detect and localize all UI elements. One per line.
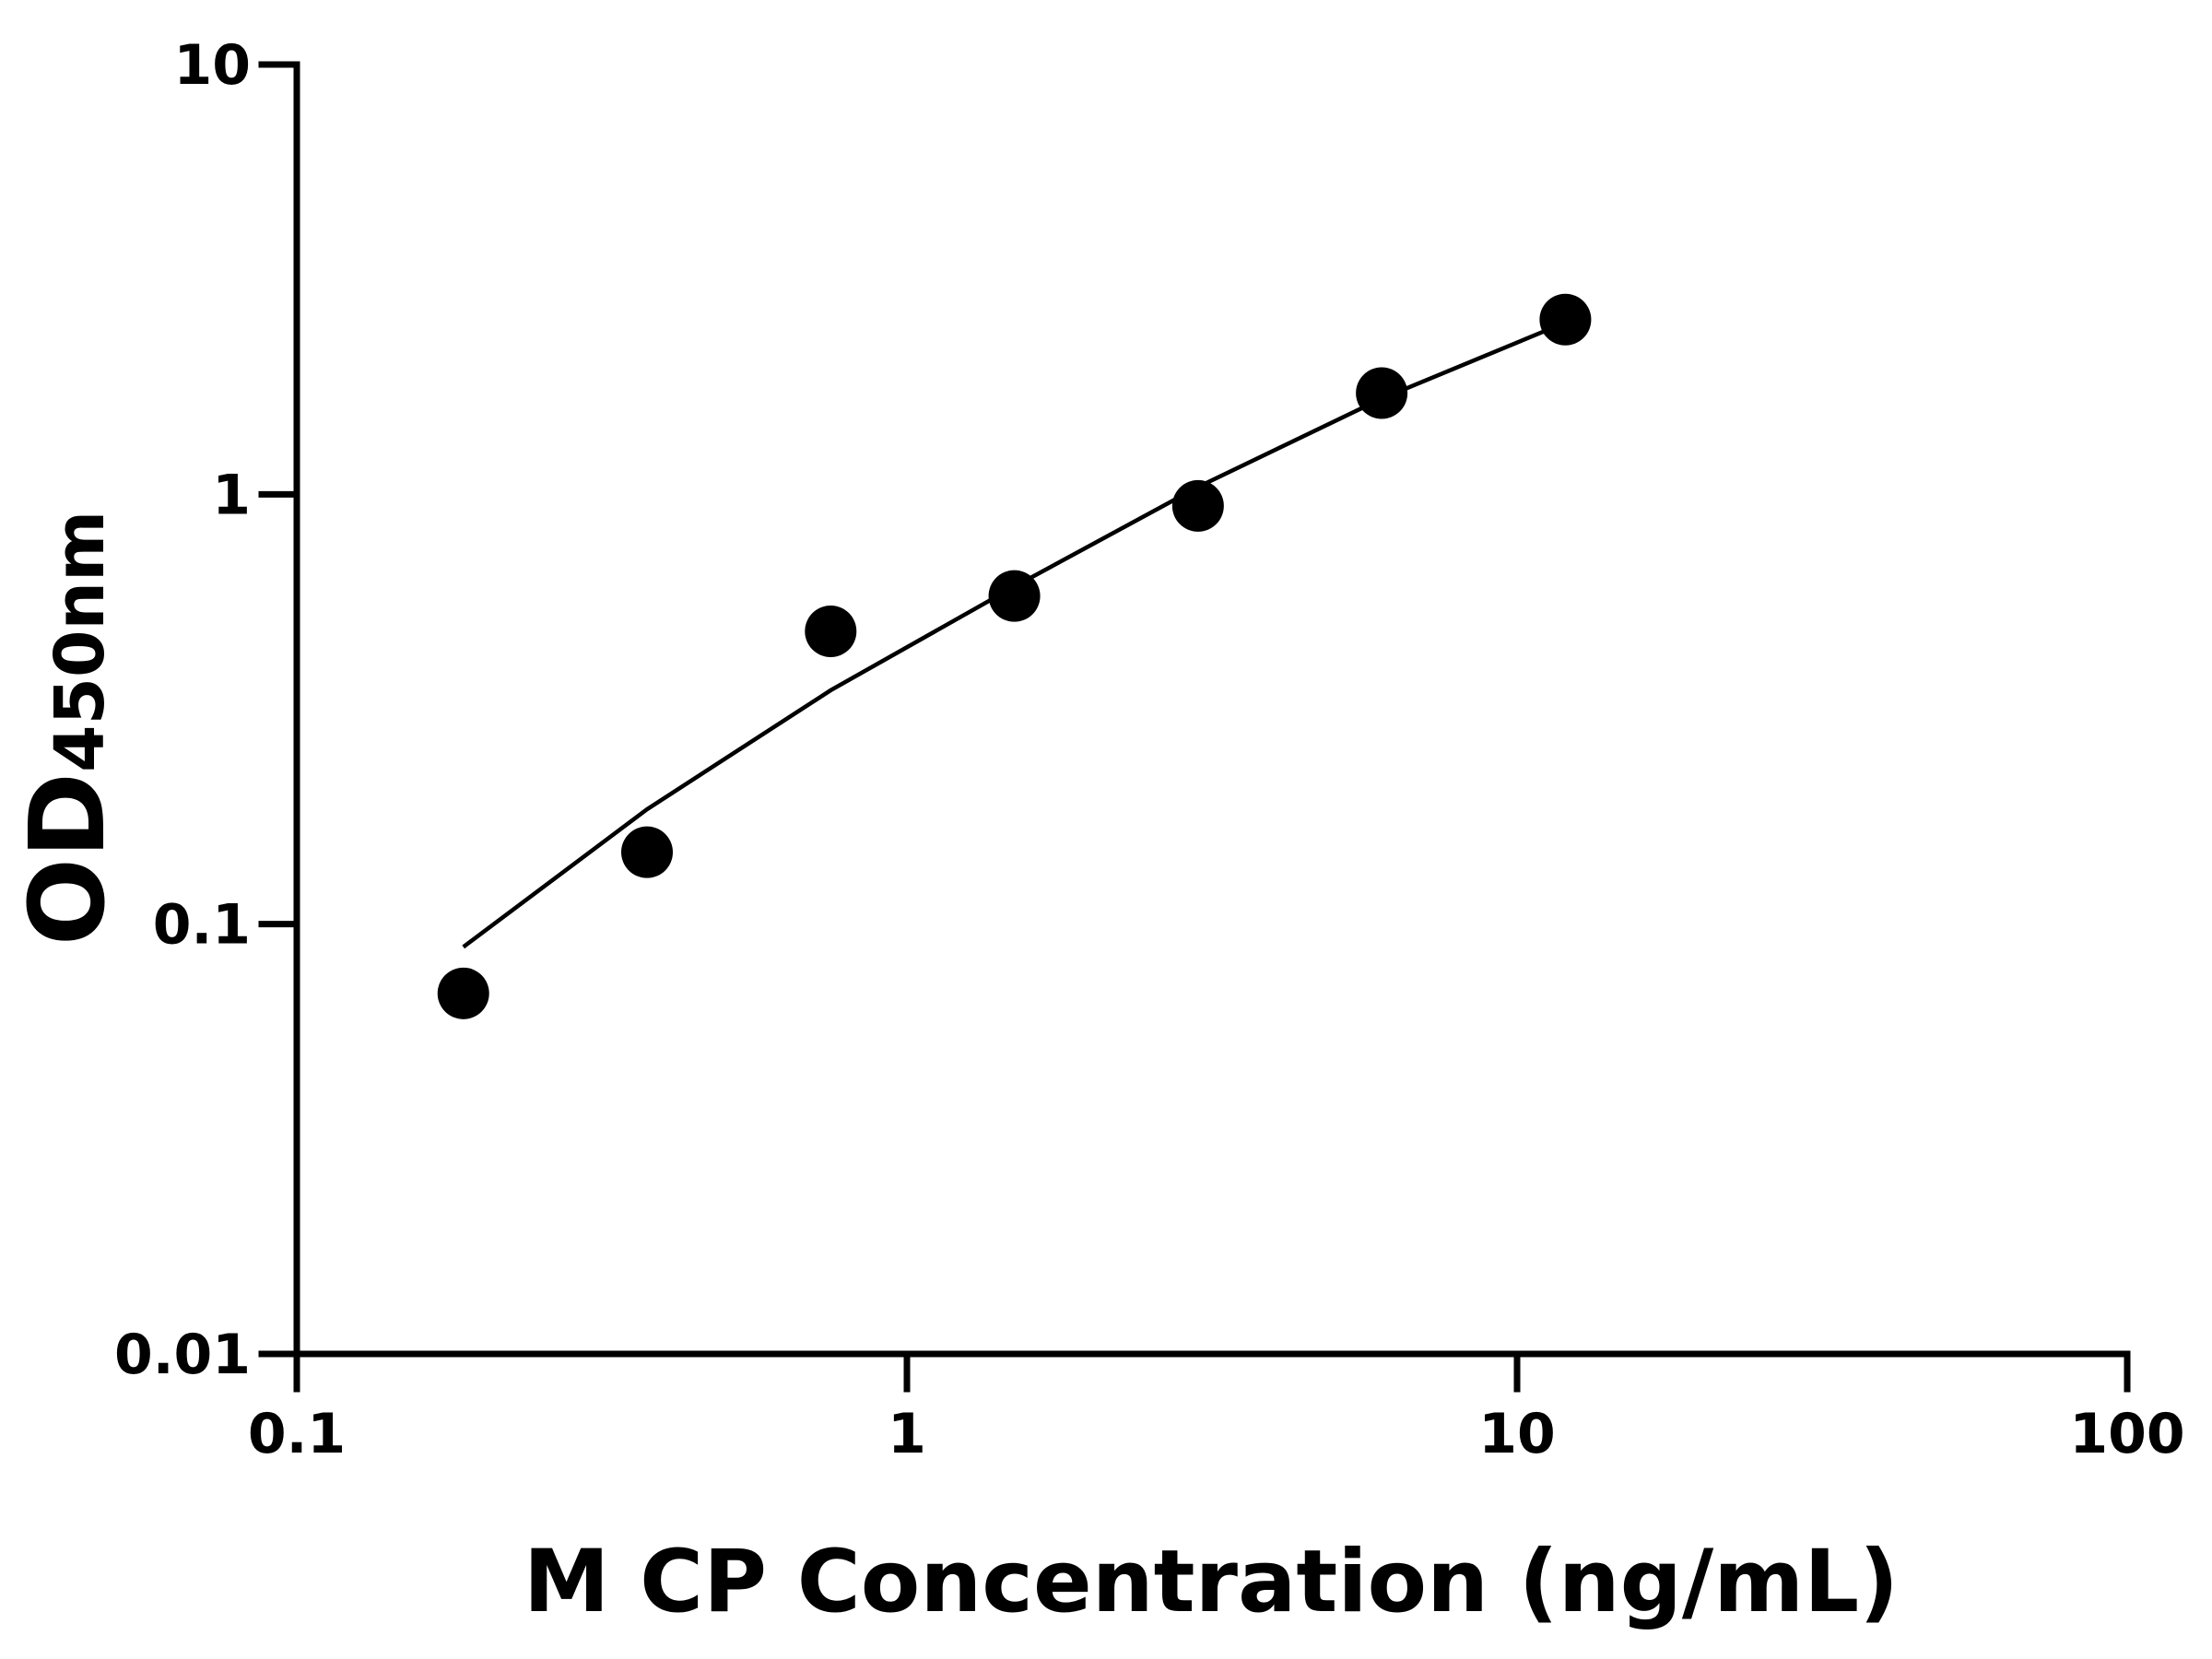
y-axis-label: OD450nm <box>8 511 128 946</box>
y-tick-label: 0.1 <box>153 893 251 958</box>
data-point <box>1356 367 1408 419</box>
x-axis-label: M CP Concentration (ng/mL) <box>524 1532 1899 1632</box>
x-tick-label: 1 <box>888 1402 926 1466</box>
x-tick-label: 0.1 <box>248 1402 346 1466</box>
y-tick-label: 0.01 <box>114 1323 251 1387</box>
data-point <box>621 826 674 878</box>
data-point <box>1171 479 1224 532</box>
x-tick-label: 100 <box>2069 1402 2184 1466</box>
data-point <box>805 605 857 657</box>
x-tick-label: 10 <box>1478 1402 1556 1466</box>
data-point <box>1539 293 1592 346</box>
data-point <box>988 570 1041 622</box>
y-tick-label: 10 <box>174 33 252 98</box>
y-axis-label-main: OD <box>8 772 128 946</box>
data-point <box>437 967 489 1019</box>
y-axis-label-sub: 450nm <box>41 511 120 772</box>
y-tick-label: 1 <box>212 463 251 527</box>
